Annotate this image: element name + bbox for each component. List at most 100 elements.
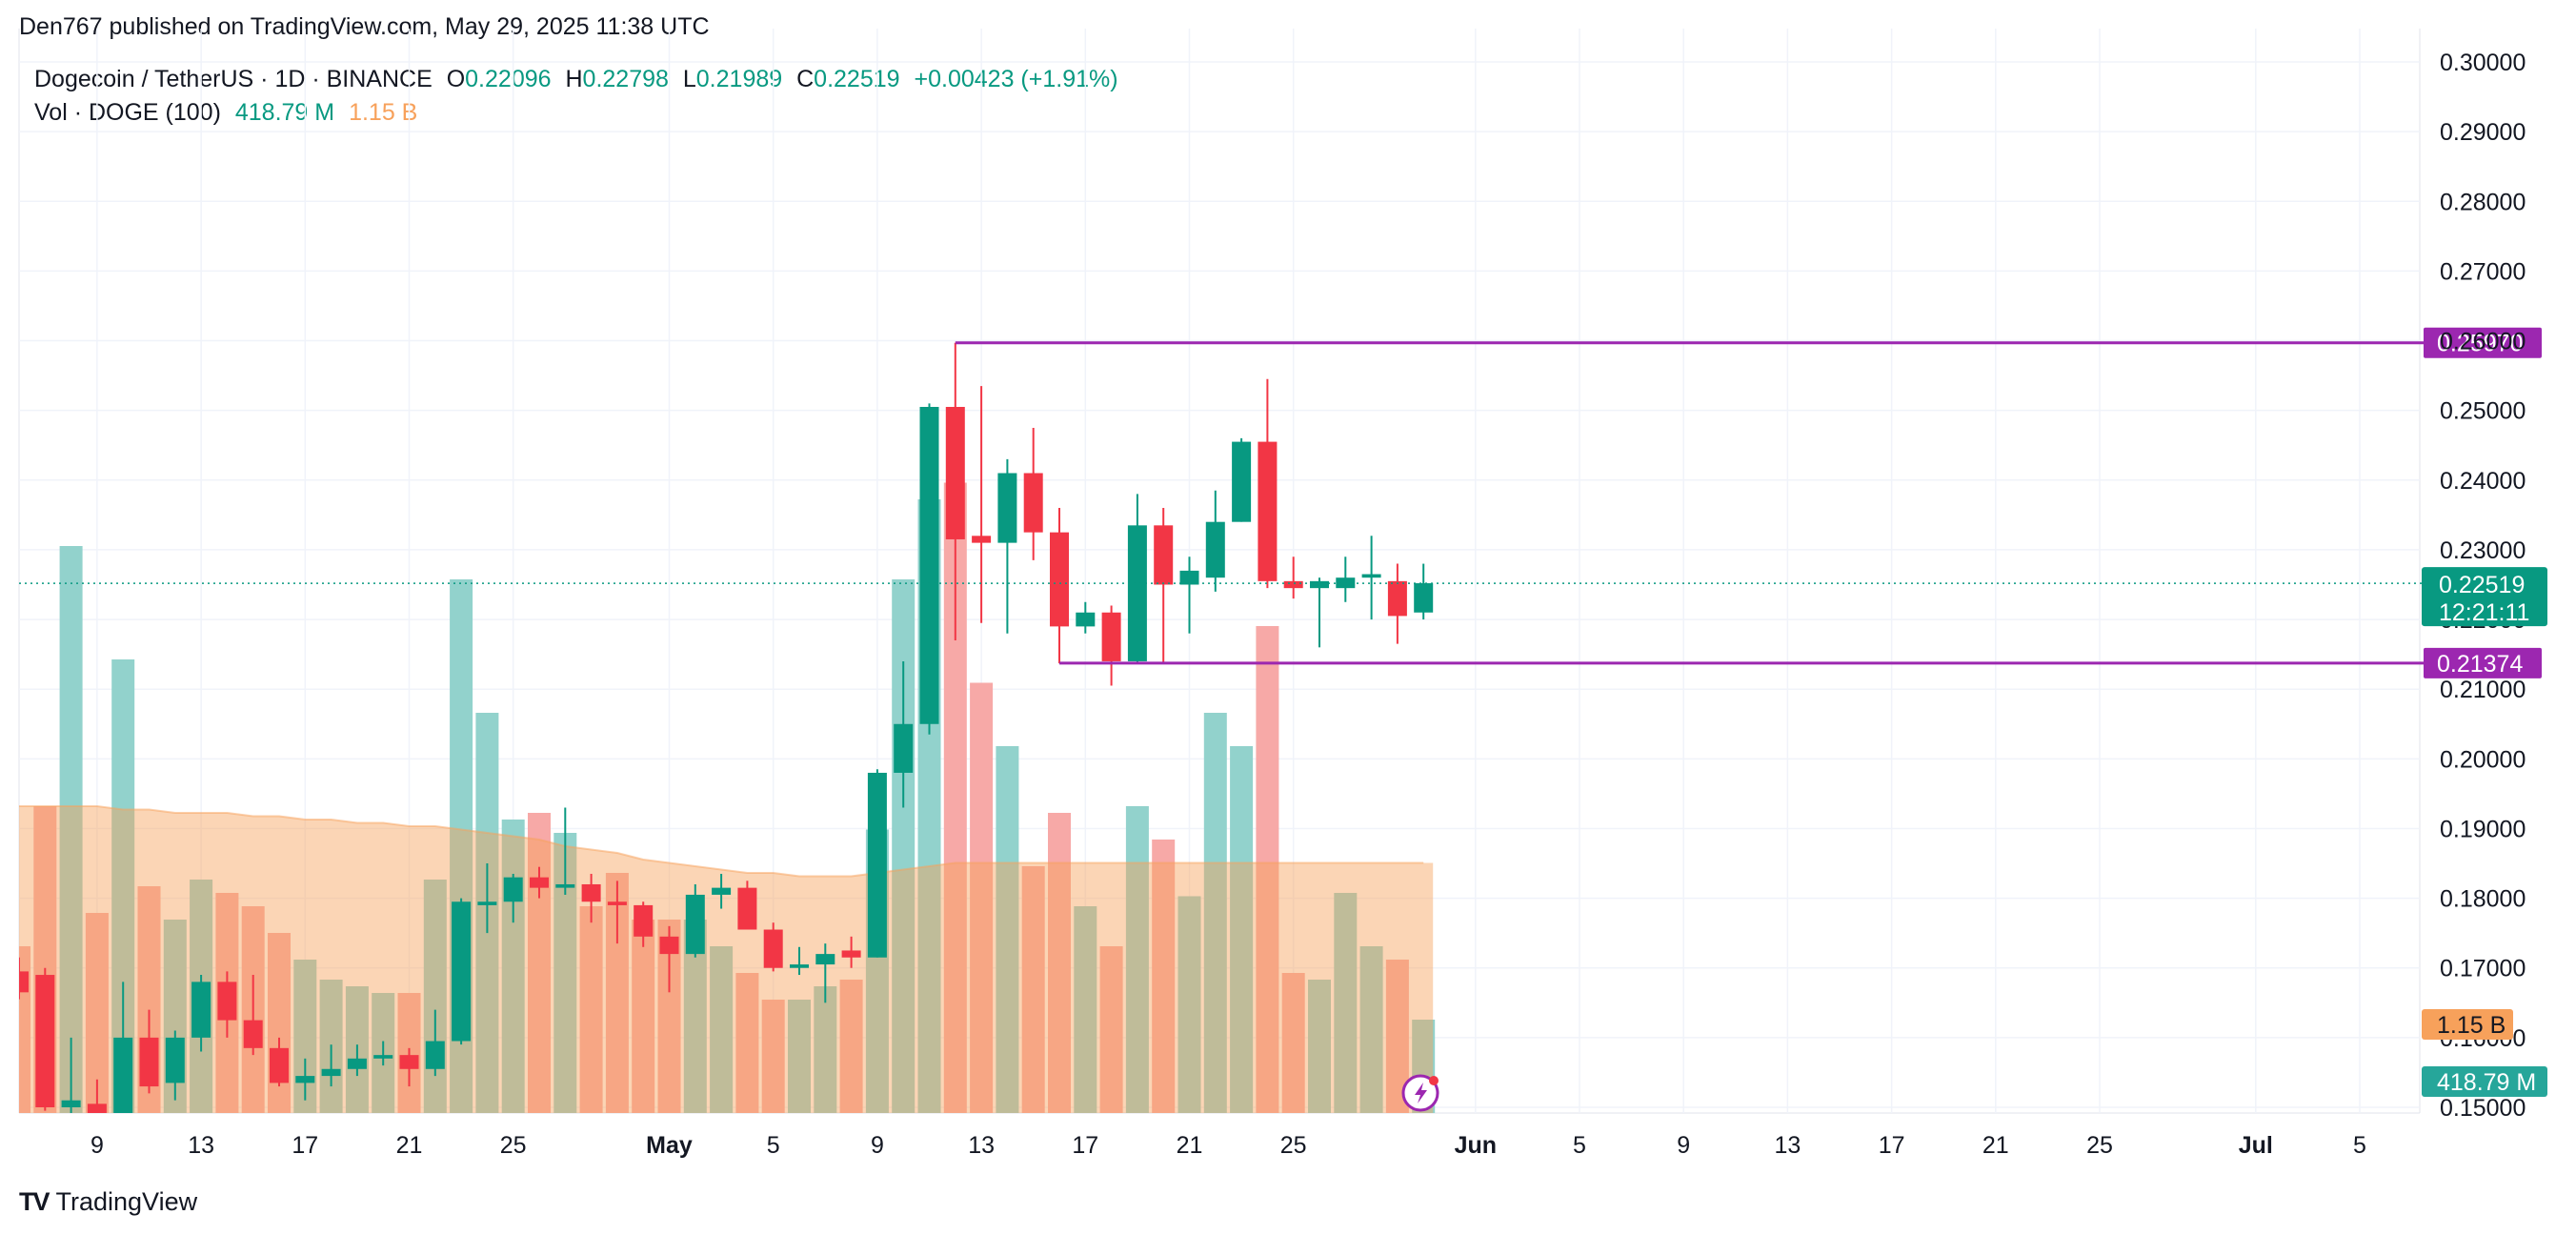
- candle[interactable]: [737, 881, 757, 930]
- candle[interactable]: [452, 898, 472, 1045]
- candle[interactable]: [712, 874, 732, 909]
- y-tick-label: 0.19000: [2440, 816, 2526, 842]
- candle[interactable]: [945, 342, 965, 641]
- x-tick-label: 5: [1573, 1132, 1586, 1159]
- candle[interactable]: [270, 1037, 289, 1087]
- candle[interactable]: [1050, 508, 1069, 664]
- candle-body: [634, 904, 654, 937]
- candle[interactable]: [634, 901, 654, 947]
- candle[interactable]: [1154, 508, 1174, 664]
- volume-bar: [1256, 626, 1279, 1113]
- candle[interactable]: [1258, 378, 1278, 589]
- candle[interactable]: [10, 957, 29, 1000]
- candle[interactable]: [1179, 557, 1199, 634]
- candle[interactable]: [1310, 577, 1329, 648]
- candle-body: [1205, 521, 1225, 578]
- candle[interactable]: [61, 1037, 81, 1198]
- candle[interactable]: [139, 1009, 159, 1094]
- candle[interactable]: [1101, 605, 1121, 686]
- candle[interactable]: [530, 866, 549, 899]
- volume-bar: [1152, 840, 1176, 1113]
- x-tick-label: 25: [1280, 1132, 1307, 1159]
- candle[interactable]: [425, 1009, 445, 1077]
- candle[interactable]: [1336, 557, 1356, 602]
- candle-body: [1310, 580, 1329, 589]
- tradingview-logo[interactable]: TV TradingView: [19, 1187, 197, 1217]
- candle[interactable]: [581, 874, 601, 923]
- candle-body: [867, 772, 887, 958]
- candle-body: [712, 887, 732, 895]
- candle[interactable]: [1283, 557, 1303, 599]
- candle[interactable]: [1387, 563, 1407, 644]
- candle[interactable]: [503, 874, 523, 923]
- y-tick-label: 0.28000: [2440, 189, 2526, 215]
- level-badge-resistance: 0.25970: [2424, 327, 2542, 358]
- candle-body: [997, 473, 1017, 543]
- symbol-title[interactable]: Dogecoin / TetherUS · 1D · BINANCE: [34, 66, 433, 92]
- candle[interactable]: [555, 807, 575, 895]
- candle[interactable]: [997, 458, 1017, 634]
- candle-body: [1050, 532, 1069, 627]
- volume-bar: [1359, 946, 1383, 1113]
- candle-body: [1076, 612, 1096, 627]
- candle[interactable]: [815, 943, 835, 1003]
- candle[interactable]: [399, 1047, 419, 1087]
- candle[interactable]: [1414, 563, 1434, 620]
- volume-ma-badge-text: 1.15 B: [2437, 1012, 2506, 1039]
- candle[interactable]: [113, 982, 133, 1142]
- candle[interactable]: [1205, 490, 1225, 592]
- volume-ma: [19, 805, 1434, 1113]
- volume-bar: [1230, 746, 1254, 1113]
- candle[interactable]: [217, 971, 237, 1038]
- candle[interactable]: [972, 386, 992, 623]
- candle[interactable]: [347, 1044, 367, 1077]
- candle[interactable]: [373, 1041, 393, 1066]
- volume-legend: Vol · DOGE (100) 418.79 M 1.15 B: [34, 99, 417, 127]
- misc: [1401, 1074, 1439, 1112]
- candle-body: [35, 975, 55, 1107]
- volume-badge: 418.79 M: [2422, 1066, 2547, 1097]
- x-tick-label: 13: [1774, 1132, 1801, 1159]
- candle-body: [373, 1055, 393, 1059]
- low-label: L: [682, 66, 696, 92]
- open-label: O: [446, 66, 466, 92]
- volume-bar: [1281, 973, 1305, 1113]
- candle[interactable]: [841, 936, 861, 968]
- candle[interactable]: [87, 1079, 107, 1156]
- candle-body: [477, 901, 497, 905]
- level-badge-bg: [2424, 327, 2542, 358]
- candle[interactable]: [607, 881, 627, 944]
- candle-body: [1414, 583, 1434, 613]
- volume-title[interactable]: Vol · DOGE (100): [34, 99, 221, 126]
- candle[interactable]: [1127, 494, 1147, 664]
- candle[interactable]: [1361, 536, 1381, 620]
- candle[interactable]: [919, 403, 939, 735]
- candle[interactable]: [790, 946, 809, 976]
- candle-body: [1361, 574, 1381, 578]
- x-tick-label: 13: [968, 1132, 995, 1159]
- candle-body: [685, 894, 705, 955]
- symbol-legend: Dogecoin / TetherUS · 1D · BINANCE O0.22…: [34, 66, 1118, 93]
- candle[interactable]: [1076, 601, 1096, 634]
- countdown-text: 12:21:11: [2439, 599, 2529, 626]
- candle[interactable]: [243, 975, 263, 1056]
- volume-bar: [1099, 946, 1123, 1113]
- candle[interactable]: [685, 883, 705, 958]
- candle[interactable]: [477, 863, 497, 934]
- candle[interactable]: [1023, 427, 1043, 560]
- candle[interactable]: [165, 1030, 185, 1101]
- candle[interactable]: [35, 967, 55, 1111]
- candle[interactable]: [867, 769, 887, 958]
- candle[interactable]: [191, 975, 211, 1052]
- candle[interactable]: [1232, 437, 1252, 522]
- candle-body: [503, 877, 523, 902]
- lightning-icon[interactable]: [1401, 1074, 1439, 1112]
- candle[interactable]: [295, 1058, 315, 1101]
- candle[interactable]: [659, 925, 679, 993]
- candle[interactable]: [763, 922, 783, 972]
- candle[interactable]: [894, 660, 914, 808]
- candle[interactable]: [321, 1044, 341, 1087]
